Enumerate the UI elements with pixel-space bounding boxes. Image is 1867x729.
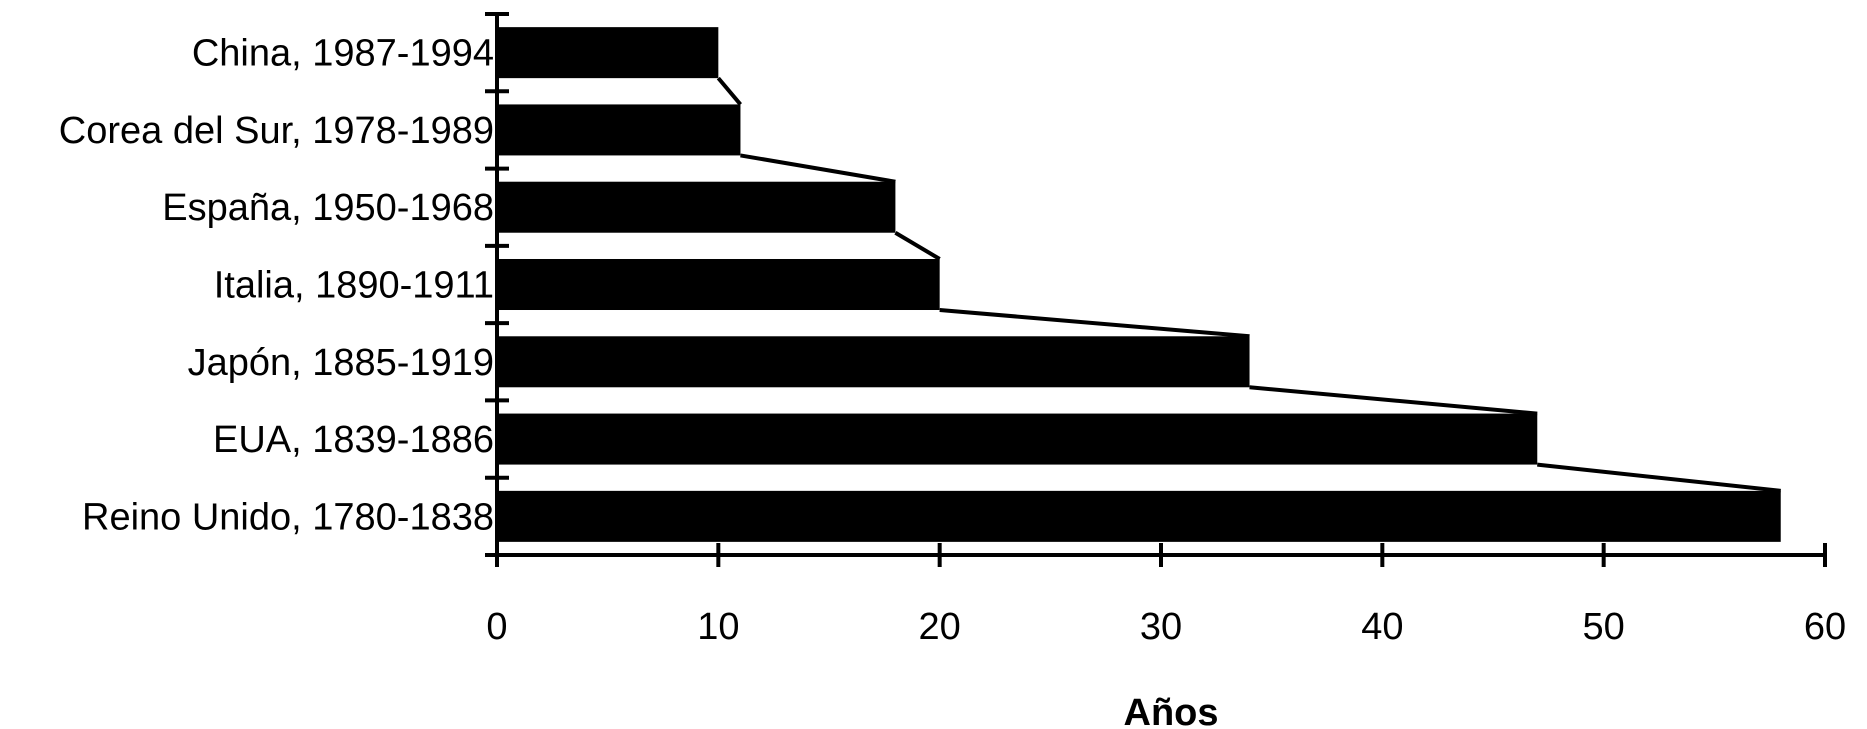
x-tick-labels-group: 0 10 20 30 40 50 60 [486,606,1846,648]
x-tick-label: 40 [1361,606,1403,648]
category-label: Japón, 1885-1919 [188,342,494,384]
bar [497,336,1250,388]
series-line [1249,385,1538,416]
bars-group [497,27,1781,542]
bar [497,181,896,233]
bar [497,104,741,156]
category-label: Corea del Sur, 1978-1989 [59,110,494,152]
category-label: Italia, 1890-1911 [214,265,494,307]
x-tick-label: 10 [697,606,739,648]
bar [497,258,940,311]
category-label: Reino Unido, 1780-1838 [82,496,494,538]
series-line [894,230,941,261]
x-tick-label: 30 [1140,606,1182,648]
x-axis-title: Años [1124,692,1219,729]
x-tick-label: 20 [919,606,961,648]
category-label: España, 1950-1968 [162,187,494,229]
bar [497,27,719,79]
category-labels-group: China, 1987-1994 Corea del Sur, 1978-1989… [59,33,494,539]
x-tick-label: 50 [1583,606,1625,648]
series-line [1537,462,1781,493]
series-line [716,76,742,106]
category-label: China, 1987-1994 [192,33,494,75]
bar [497,413,1538,465]
axes-group [485,12,1827,567]
category-label: EUA, 1839-1886 [213,419,494,461]
series-lines-group [716,76,1781,493]
series-line [740,153,896,184]
x-tick-label: 60 [1804,606,1846,648]
x-tick-label: 0 [486,606,507,648]
bar [497,490,1781,542]
series-line [939,308,1250,339]
